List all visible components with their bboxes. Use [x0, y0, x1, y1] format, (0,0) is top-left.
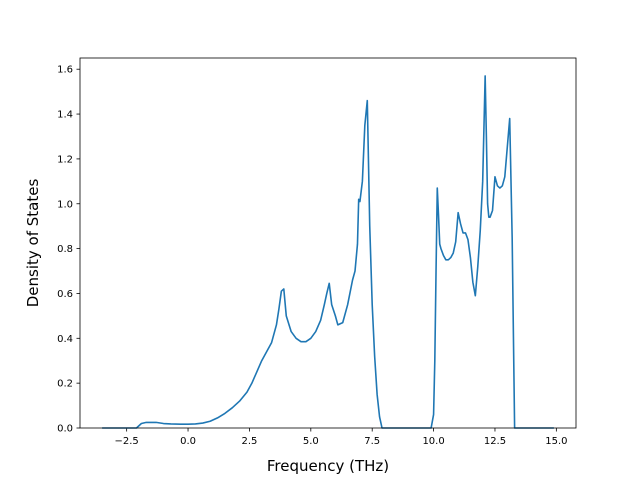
y-tick-label: 0.4 [57, 334, 73, 345]
y-tick-label: 0.2 [57, 379, 73, 390]
x-tick-label: 0.0 [180, 436, 196, 447]
plot-area-background [80, 58, 576, 428]
x-tick-label: 2.5 [241, 436, 257, 447]
x-tick-label: −2.5 [115, 436, 139, 447]
y-tick-label: 1.6 [57, 65, 73, 76]
y-tick-label: 1.4 [57, 110, 73, 121]
y-tick-label: 1.2 [57, 154, 73, 165]
x-tick-label: 15.0 [545, 436, 567, 447]
series-layer [102, 75, 554, 429]
y-tick-label: 0.8 [57, 244, 73, 255]
x-tick-label: 5.0 [303, 436, 319, 447]
y-axis-label: Density of States [24, 179, 42, 308]
y-tick-label: 0.0 [57, 424, 73, 435]
dos-series-line [102, 75, 554, 429]
plot-frame [79, 57, 577, 429]
x-axis-label: Frequency (THz) [267, 457, 389, 475]
x-tick-label: 10.0 [422, 436, 444, 447]
x-tick-label: 12.5 [484, 436, 506, 447]
x-tick-label: 7.5 [364, 436, 380, 447]
x-axis-ticks: −2.5 0.0 2.5 5.0 7.5 10.0 12.5 15.0 [115, 428, 567, 447]
y-tick-label: 0.6 [57, 289, 73, 300]
y-tick-label: 1.0 [57, 199, 73, 210]
y-axis-ticks: 0.0 0.2 0.4 0.6 0.8 1.0 1.2 1.4 1.6 [57, 65, 80, 435]
